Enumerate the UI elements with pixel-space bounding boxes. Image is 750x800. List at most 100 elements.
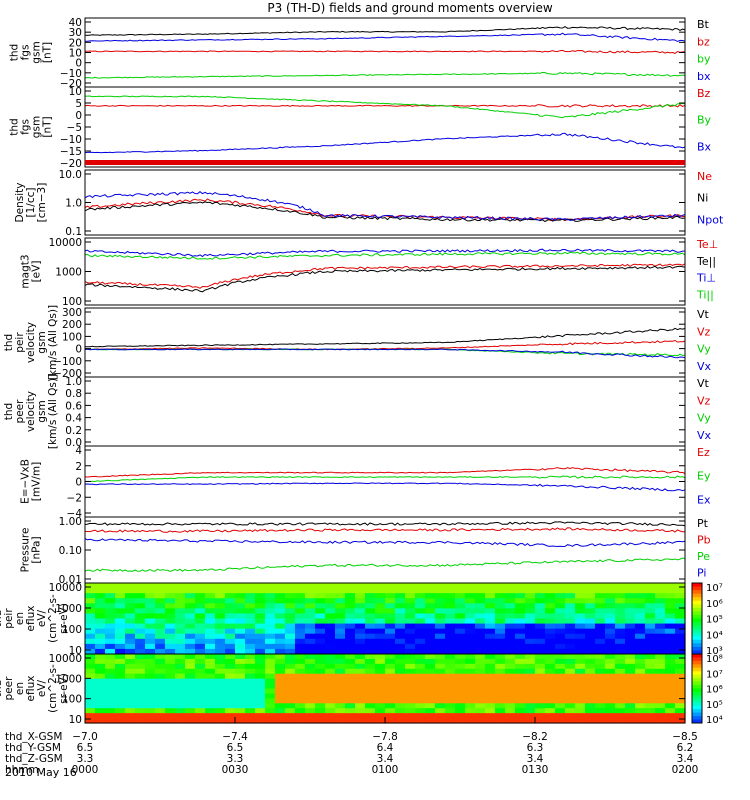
- panel-frame-peervel: [84, 376, 686, 447]
- y-label-line: thd: [3, 334, 15, 351]
- y-axis-label-fgs2: thd fgs gsm [nT]: [9, 116, 54, 138]
- colorbar-tick-label: 10⁵: [706, 700, 723, 711]
- x-tick-label: 3.4: [527, 753, 544, 765]
- y-tick-label: 0.2: [65, 425, 82, 437]
- y-tick-label: 10000: [49, 653, 82, 665]
- y-axis-label-density: Density [1/cc] [cm−3]: [14, 183, 48, 223]
- y-axis-label-temp: magt3 [eV]: [20, 254, 43, 288]
- panel-frame-fgs2: [84, 86, 686, 168]
- legend-Vt: Vt: [697, 308, 710, 321]
- panel-frame-efield: [84, 445, 686, 518]
- y-tick-label: 1.0: [65, 198, 82, 210]
- series-temp-Ti||: [84, 251, 686, 260]
- y-label-line: eV/: [36, 609, 48, 627]
- series-pressure-Pi: [84, 538, 686, 548]
- y-label-line: eflux: [25, 676, 37, 702]
- legend-bz: bz: [697, 35, 710, 48]
- y-axis-label-peirvel: thd peir velocity gsm [km/s (All Qs)]: [3, 305, 59, 380]
- y-label-line: magt3: [20, 254, 32, 288]
- series-fgs2-By: [84, 95, 686, 119]
- y-label-line: thd: [0, 610, 4, 627]
- y-tick-label: 4: [75, 445, 82, 457]
- y-tick-label: 0.0: [65, 437, 82, 449]
- y-tick-label: 0.8: [65, 388, 82, 400]
- series-density-Npot: [84, 191, 686, 221]
- colorbar-tick-label: 10⁵: [706, 615, 723, 626]
- legend-Ey: Ey: [697, 470, 711, 483]
- y-tick-label: 10: [69, 645, 82, 657]
- colorbar-tick-label: 10⁸: [706, 654, 723, 665]
- y-label-line: thd: [9, 44, 21, 61]
- legend-Pi: Pi: [697, 567, 706, 580]
- legend-Vy: Vy: [697, 412, 711, 425]
- legend-Ti||: Ti||: [696, 288, 714, 301]
- y-tick-label: −10: [60, 134, 82, 146]
- y-label-line: sr-eV): [58, 673, 70, 704]
- y-label-line: [nPa]: [31, 536, 43, 563]
- series-pressure-Pt: [84, 521, 686, 527]
- series-efield-Ey: [84, 475, 686, 483]
- y-label-line: peir: [3, 608, 15, 629]
- y-label-line: [cm−3]: [36, 183, 48, 223]
- y-tick-label: −5: [67, 122, 82, 134]
- x-tick-label: 6.4: [377, 742, 394, 754]
- y-label-line: en: [14, 682, 26, 695]
- y-tick-label: 10.0: [59, 169, 82, 181]
- y-axis-label-peervel: thd peer velocity gsm [km/s (All Qs)]: [3, 374, 59, 449]
- series-fgs-bx: [84, 32, 686, 43]
- series-temp-Ti⊥: [84, 248, 685, 258]
- y-label-line: thd: [0, 680, 4, 697]
- legend-Te||: Te||: [696, 255, 716, 268]
- y-tick-label: −10: [60, 68, 82, 80]
- y-label-line: gsm: [31, 41, 43, 63]
- x-tick-label: −8.2: [522, 731, 548, 743]
- y-tick-label: 30: [69, 27, 82, 39]
- y-tick-label: 100: [62, 331, 82, 343]
- y-label-line: [mV/m]: [31, 462, 43, 501]
- y-tick-label: 40: [69, 17, 82, 29]
- x-tick-label: 3.3: [77, 753, 94, 765]
- series-temp-Te⊥: [84, 263, 686, 289]
- y-label-line: gsm: [31, 116, 43, 138]
- colorbar-tick-label: 10⁴: [706, 715, 723, 726]
- y-tick-label: 20: [69, 37, 82, 49]
- y-label-line: en: [14, 612, 26, 625]
- y-tick-label: 300: [62, 307, 82, 319]
- panel-frame-temp: [84, 237, 686, 306]
- y-tick-label: 1.00: [59, 516, 82, 528]
- series-pressure-Pb: [84, 527, 685, 533]
- colorbar-peerflux: [692, 654, 702, 724]
- y-tick-label: −20: [60, 158, 82, 170]
- y-label-line: [km/s (All Qs)]: [47, 305, 59, 380]
- legend-Ne: Ne: [697, 170, 712, 183]
- y-tick-label: 0: [75, 344, 82, 356]
- colorbar-frame: [691, 653, 703, 724]
- y-label-line: velocity: [25, 391, 37, 432]
- colorbar-tick-label: 10⁷: [706, 583, 723, 594]
- y-tick-label: 100: [62, 296, 82, 308]
- y-tick-label: 1000: [55, 267, 82, 279]
- y-label-line: thd: [9, 118, 21, 135]
- legend-By: By: [697, 114, 712, 127]
- legend-Bt: Bt: [697, 18, 710, 31]
- x-axis-row-label: hhmm: [5, 764, 39, 776]
- x-axis-row-label: thd_Z-GSM: [5, 753, 63, 765]
- y-tick-label: 2: [75, 461, 82, 473]
- colorbar-peirflux: [692, 583, 702, 655]
- series-peirvel-Vx: [84, 348, 686, 359]
- legend-Ni: Ni: [697, 192, 708, 205]
- divider-bar: [85, 160, 685, 165]
- x-tick-label: 6.5: [77, 742, 94, 754]
- y-axis-label-pressure: Pressure [nPa]: [20, 528, 43, 573]
- legend-Bx: Bx: [697, 140, 712, 153]
- series-fgs-Bt: [84, 26, 686, 36]
- x-tick-label: 6.5: [227, 742, 244, 754]
- x-tick-label: −8.5: [672, 731, 698, 743]
- x-tick-label: 6.3: [527, 742, 544, 754]
- x-axis-row-label: thd_Y-GSM: [5, 742, 61, 754]
- series-density-Ni: [84, 201, 686, 223]
- y-tick-label: 0.10: [59, 545, 82, 557]
- y-tick-label: −4: [67, 508, 83, 520]
- legend-Pb: Pb: [697, 534, 711, 547]
